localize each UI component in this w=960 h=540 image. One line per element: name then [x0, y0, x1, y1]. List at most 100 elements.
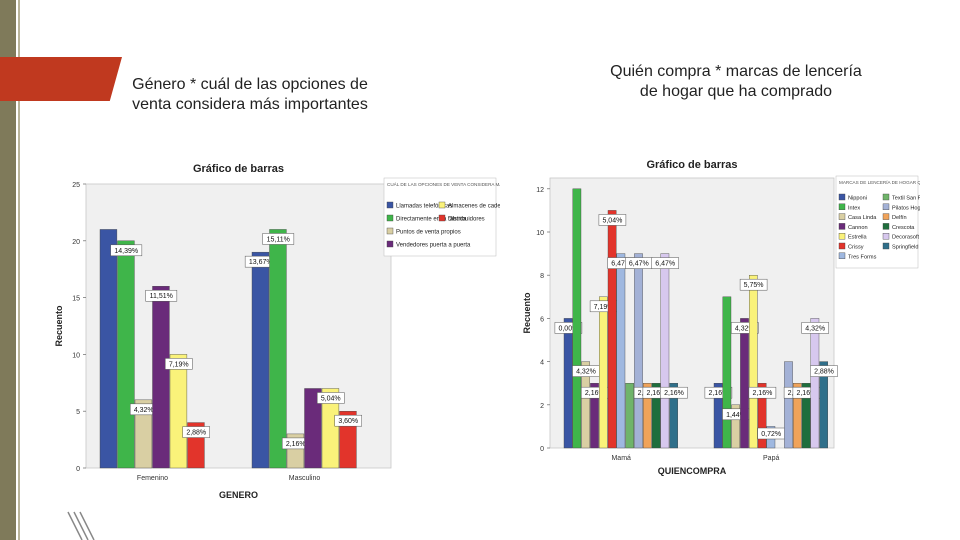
right-data-label: 7,19%: [594, 304, 614, 311]
right-data-label: 1,44%: [726, 412, 746, 419]
slide-title-left: Género * cuál de las opciones de venta c…: [132, 76, 368, 113]
right-data-label-box: [731, 322, 759, 334]
right-data-label: 2,16%: [752, 390, 772, 397]
right-data-label: 6,47%: [655, 261, 675, 268]
left-ytick-label: 25: [72, 182, 80, 189]
right-data-label: 5,75%: [744, 282, 764, 289]
right-legend-label: Crescota: [892, 225, 915, 231]
left-xlabel: GENERO: [219, 490, 258, 500]
right-data-label: 0,00%: [558, 325, 578, 332]
left-bar: [304, 388, 322, 469]
left-ytick-label: 0: [76, 466, 80, 473]
right-data-label: 5,04%: [602, 217, 622, 224]
right-ytick-label: 10: [536, 230, 544, 237]
left-category-label: Masculino: [289, 475, 321, 482]
left-legend-label: Almacenes de cadena: [448, 204, 500, 210]
right-data-label: 2,16%: [708, 390, 728, 397]
right-ytick-label: 2: [540, 403, 544, 410]
right-legend-label: Cannon: [848, 225, 868, 231]
right-data-label-box: [651, 257, 679, 269]
chart-quiencompra: Gráfico de barras 0 2 4 6 8 10 12 Recuento 0,00% 4…: [520, 156, 960, 482]
chart-genero-svg: Gráfico de barras 0 5 10 15 20 25 Recuento 14,39…: [52, 156, 539, 506]
left-ytick-label: 5: [76, 409, 80, 416]
left-bar: [269, 229, 287, 469]
right-data-label-box: [598, 214, 627, 226]
chart-genero: Gráfico de barras 0 5 10 15 20 25 Recuento 14,39…: [52, 156, 539, 506]
left-data-label-box: [334, 414, 362, 427]
right-ytick-label: 0: [540, 446, 544, 453]
right-legend-label: Crissy: [848, 245, 864, 251]
right-bar: [669, 382, 679, 449]
left-bar: [321, 388, 340, 469]
right-data-label: 2,16%: [796, 390, 816, 397]
left-data-label-box: [165, 358, 193, 370]
right-bar: [722, 296, 732, 449]
left-data-label-box: [182, 426, 210, 438]
left-ylabel: Recuento: [54, 305, 64, 347]
left-decorative-strip: [0, 0, 16, 540]
right-legend-title: MARCAS DE LENCERÍA DE HOGAR QUE HA COMPR…: [839, 179, 920, 185]
right-data-label: 4,32%: [805, 325, 825, 332]
left-bar: [99, 229, 118, 469]
chart-quiencompra-svg: Gráfico de barras 0 2 4 6 8 10 12 Recuento 0,00% 4…: [520, 156, 960, 482]
decorative-lines: [67, 511, 95, 540]
right-data-label-box: [704, 386, 733, 399]
left-bar: [117, 240, 135, 469]
right-legend-swatch: [882, 193, 890, 201]
left-legend-label: Puntos de venta propios: [396, 230, 461, 236]
right-bar: [713, 382, 723, 449]
left-data-label: 13,67%: [249, 259, 273, 266]
left-bar: [152, 286, 170, 469]
right-legend-box: [835, 175, 919, 269]
right-data-label-box: [801, 322, 829, 334]
left-data-label-box: [110, 244, 143, 257]
left-legend-label: Directamente en la fábrica: [396, 217, 467, 223]
left-ytick-label: 10: [72, 352, 80, 359]
right-legend-swatch: [882, 213, 890, 220]
right-legend-label: Delfín: [892, 215, 907, 221]
right-bar: [581, 361, 590, 449]
left-data-label: 2,16%: [286, 441, 306, 448]
right-legend-label: Estrella: [848, 235, 868, 241]
right-title: Gráfico de barras: [646, 159, 737, 171]
right-legend-label: Pilatos Hogar: [892, 205, 920, 211]
left-data-label-box: [145, 289, 178, 302]
right-data-label-box: [748, 386, 777, 399]
right-legend-swatch: [838, 203, 846, 210]
right-legend-swatch: [838, 213, 846, 220]
left-ytick-label: 15: [72, 296, 80, 303]
left-legend-label: Vendedores puerta a puerta: [396, 243, 471, 249]
right-legend-label: Decorasoft: [892, 235, 919, 241]
right-data-label: 0,72%: [761, 431, 781, 438]
left-legend-label: Llamadas telefónicas: [396, 204, 452, 210]
right-legend-swatch: [838, 193, 846, 201]
right-data-label: 6,47%: [629, 261, 649, 268]
left-data-label: 2,88%: [186, 430, 206, 437]
right-bar: [810, 318, 820, 449]
right-legend-swatch: [838, 223, 846, 230]
right-data-label: 4,32%: [735, 325, 755, 332]
right-category-label: Mamá: [611, 455, 631, 462]
left-legend-title: CUÁL DE LAS OPCIONES DE VENTA CONSIDERA …: [387, 181, 500, 187]
right-bar: [598, 296, 608, 449]
right-ytick-label: 12: [536, 187, 544, 194]
left-data-label: 15,11%: [267, 236, 290, 243]
right-legend-label: Intex: [848, 205, 860, 211]
left-legend-swatch: [438, 214, 446, 222]
left-data-label: 3,60%: [338, 418, 358, 425]
right-bar: [793, 382, 802, 449]
right-bar: [572, 188, 582, 449]
right-legend-swatch: [882, 203, 890, 210]
right-bar: [784, 361, 793, 449]
left-legend-swatch: [386, 201, 394, 209]
right-bar: [651, 382, 661, 449]
left-data-label: 5,04%: [321, 395, 341, 402]
right-ylabel: Recuento: [522, 292, 532, 334]
left-data-label: 4,32%: [134, 407, 154, 414]
right-legend-swatch: [882, 232, 890, 240]
right-legend-swatch: [882, 242, 890, 250]
right-bar: [642, 382, 652, 449]
right-bar: [634, 253, 643, 449]
left-legend-swatch: [386, 214, 394, 222]
right-data-label: 2,16%: [664, 390, 684, 397]
